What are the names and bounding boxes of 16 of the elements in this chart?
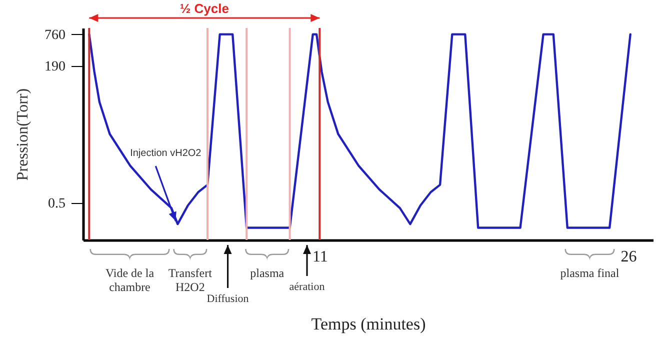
- text: aération: [289, 281, 326, 293]
- text: ½ Cycle: [180, 1, 229, 16]
- x-tick-label: 26: [620, 248, 637, 266]
- y-tick-label: 190: [44, 60, 66, 75]
- text: plasma: [250, 266, 285, 280]
- line-series: [88, 33, 632, 229]
- annotation: Injection vH2O2: [130, 148, 202, 160]
- x-axis-title: Temps (minutes): [311, 314, 426, 334]
- y-tick-label: 0.5: [48, 196, 66, 212]
- y-tick-label: 760: [44, 28, 66, 43]
- text: Vide de la chambre: [105, 266, 155, 294]
- x-tick-label: 11: [312, 248, 328, 266]
- text: plasma final: [560, 266, 620, 280]
- y-axis-title: Pression(Torr): [14, 88, 32, 181]
- text: Transfert H2O2: [168, 266, 213, 294]
- text: Diffusion: [206, 293, 250, 305]
